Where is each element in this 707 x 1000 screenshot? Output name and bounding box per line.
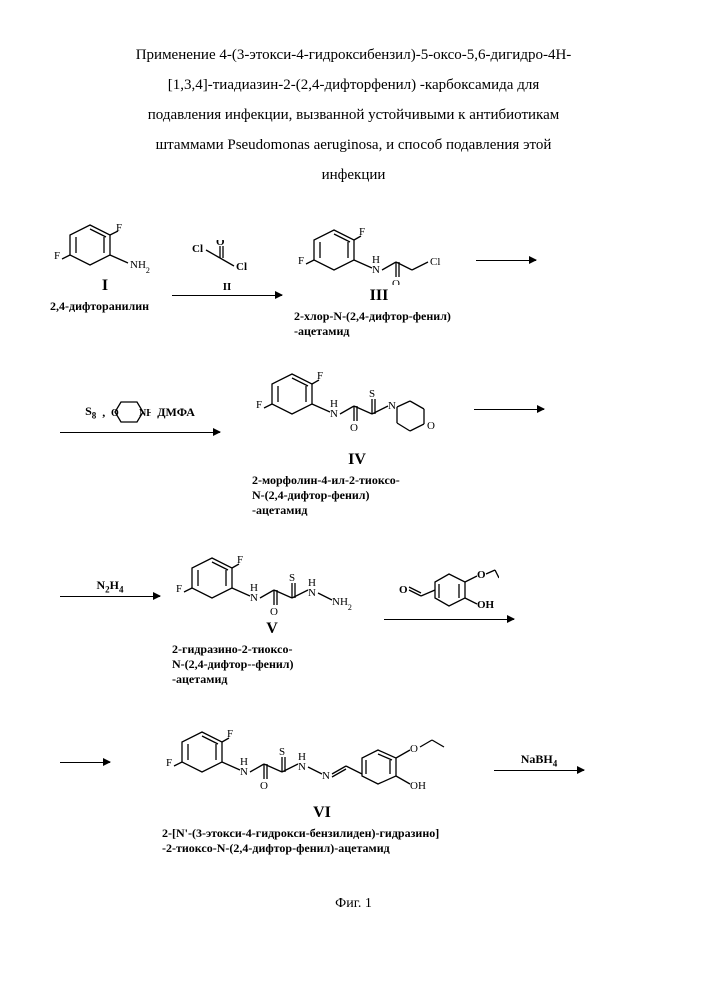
structure-V: F F H N O S H N NH2 V 2-гидразино-2-тиок…: [172, 543, 372, 687]
label-V: V: [172, 620, 372, 638]
title-line: инфекции: [50, 160, 657, 190]
svg-text:F: F: [54, 250, 60, 262]
reaction-step-1: F F NH2 I 2,4-дифторанилин Cl O Cl: [50, 215, 657, 339]
structure-VI: F F H N O S H N N: [162, 712, 482, 856]
name-V-2: N-(2,4-дифтор--фенил): [172, 657, 294, 671]
svg-text:N: N: [330, 408, 338, 420]
svg-text:NH: NH: [139, 408, 151, 419]
svg-text:O: O: [350, 422, 358, 434]
structure-III: F F H N O Cl III 2-хлор-N-(2,4-дифтор-фе…: [294, 215, 464, 339]
svg-text:O: O: [392, 278, 400, 285]
title-line: Применение 4-(3-этокси-4-гидроксибензил)…: [50, 40, 657, 70]
title-line: подавления инфекции, вызванной устойчивы…: [50, 100, 657, 130]
svg-text:F: F: [298, 255, 304, 267]
reaction-step-3: N2H4 F F H N O S H: [50, 543, 657, 687]
title-line: [1,3,4]-тиадиазин-2-(2,4-дифторфенил) -к…: [50, 70, 657, 100]
svg-text:N: N: [322, 770, 330, 782]
figure-caption: Фиг. 1: [50, 896, 657, 912]
label-VI: VI: [162, 804, 482, 822]
arrow-step3: N2H4: [60, 578, 160, 597]
name-IV-2: N-(2,4-дифтор-фенил): [252, 488, 370, 502]
svg-text:O: O: [111, 408, 119, 419]
label-IV: IV: [252, 451, 462, 469]
name-IV-1: 2-морфолин-4-ил-2-тиоксо-: [252, 473, 400, 487]
arrow-step1b: [476, 260, 566, 261]
svg-text:N: N: [298, 761, 306, 773]
svg-text:S: S: [279, 746, 285, 758]
svg-text:N: N: [308, 587, 316, 599]
label-III: III: [294, 287, 464, 305]
reaction-step-4: F F H N O S H N N: [50, 712, 657, 856]
name-III-2: -ацетамид: [294, 324, 349, 338]
arrow-step5: NaBH4: [494, 752, 584, 771]
name-VI-2: -2-тиоксо-N-(2,4-дифтор-фенил)-ацетамид: [162, 841, 390, 855]
arrow-step1: Cl O Cl II: [172, 240, 282, 296]
name-V-1: 2-гидразино-2-тиоксо-: [172, 642, 293, 656]
svg-text:N: N: [372, 264, 380, 276]
label-I: I: [50, 277, 160, 295]
svg-text:Cl: Cl: [192, 243, 203, 255]
reaction-step-2: S8 , O NH ДМФА F F: [50, 359, 657, 518]
svg-text:O: O: [399, 584, 408, 596]
name-IV-3: -ацетамид: [252, 503, 307, 517]
reagent-nabh4: NaBH4: [521, 752, 558, 766]
arrow-step5a: [60, 762, 150, 763]
svg-text:O: O: [477, 569, 486, 581]
reagent-n2h4: N2H4: [96, 578, 123, 592]
svg-text:O: O: [410, 743, 418, 755]
svg-text:Cl: Cl: [430, 256, 440, 268]
name-I: 2,4-дифторанилин: [50, 299, 160, 314]
svg-text:N: N: [388, 400, 396, 412]
svg-text:NH2: NH2: [332, 596, 352, 612]
svg-text:O: O: [427, 420, 435, 432]
svg-text:OH: OH: [477, 599, 495, 611]
arrow-step2: S8 , O NH ДМФА: [60, 394, 220, 433]
svg-text:NH2: NH2: [130, 259, 150, 275]
name-III-1: 2-хлор-N-(2,4-дифтор-фенил): [294, 309, 451, 323]
name-VI-1: 2-[N'-(3-этокси-4-гидрокси-бензилиден)-г…: [162, 826, 439, 840]
svg-text:O: O: [260, 780, 268, 792]
document-title: Применение 4-(3-этокси-4-гидроксибензил)…: [50, 40, 657, 190]
svg-text:O: O: [216, 240, 225, 248]
svg-text:F: F: [176, 583, 182, 595]
svg-text:Cl: Cl: [236, 261, 247, 273]
structure-IV: F F H N O S N O: [252, 359, 462, 518]
label-II: II: [172, 281, 282, 293]
svg-text:S: S: [369, 388, 375, 400]
title-line: штаммами Pseudomonas aeruginosa, и спосо…: [50, 130, 657, 160]
svg-text:OH: OH: [410, 780, 426, 792]
arrow-step4: O O OH: [384, 568, 514, 620]
name-V-3: -ацетамид: [172, 672, 227, 686]
arrow-step2b: [474, 409, 564, 410]
reagent-dmfa: ДМФА: [157, 405, 195, 420]
svg-text:O: O: [270, 606, 278, 618]
svg-text:S: S: [289, 572, 295, 584]
svg-text:N: N: [240, 766, 248, 778]
svg-text:F: F: [256, 399, 262, 411]
svg-text:N: N: [250, 592, 258, 604]
structure-I: F F NH2 I 2,4-дифторанилин: [50, 215, 160, 314]
svg-text:F: F: [166, 757, 172, 769]
